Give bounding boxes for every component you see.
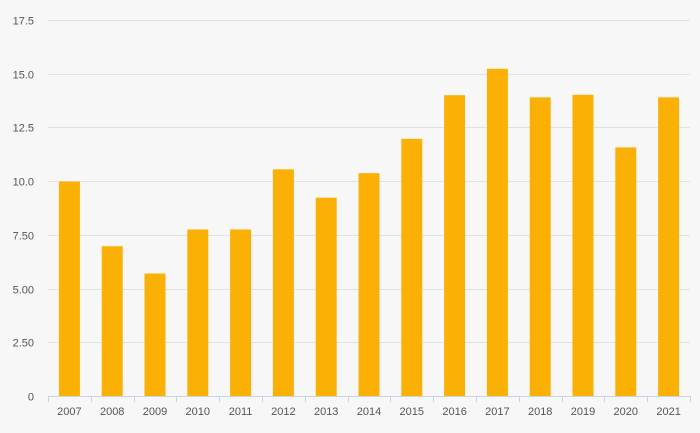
y-tick-label: 17.5	[13, 16, 34, 28]
y-tick-label: 0	[28, 392, 34, 404]
x-tick-label: 2012	[271, 406, 295, 418]
x-tick-label: 2017	[485, 406, 509, 418]
y-axis-tick-labels: 0 2.50 5.00 7.50 10.0 12.5 15.0 17.5	[13, 16, 34, 404]
y-tick-label: 15.0	[13, 70, 34, 82]
x-tick-label: 2009	[143, 406, 167, 418]
x-tick-label: 2016	[442, 406, 466, 418]
bar[interactable]	[358, 173, 380, 396]
y-tick-label: 5.00	[13, 285, 34, 297]
x-axis	[48, 396, 691, 402]
y-tick-label: 2.50	[13, 338, 34, 350]
y-tick-label: 10.0	[13, 177, 34, 189]
x-axis-tick-labels: 2007 2008 2009 2010 2011 2012 2013 2014 2015 2016…	[57, 406, 681, 418]
x-tick-label: 2011	[229, 406, 253, 418]
y-tick-label: 7.50	[13, 231, 34, 243]
x-tick-label: 2019	[571, 406, 595, 418]
bar[interactable]	[486, 68, 508, 397]
bar[interactable]	[315, 197, 337, 396]
bar[interactable]	[572, 94, 594, 397]
bar[interactable]	[101, 246, 123, 396]
x-tick-label: 2014	[357, 406, 381, 418]
bar[interactable]	[401, 138, 423, 396]
x-tick-label: 2007	[57, 406, 81, 418]
x-tick-label: 2010	[186, 406, 210, 418]
bar[interactable]	[615, 147, 637, 396]
bars	[58, 68, 680, 397]
bar[interactable]	[272, 169, 294, 396]
bar[interactable]	[529, 97, 551, 396]
x-tick-label: 2021	[656, 406, 680, 418]
bar[interactable]	[187, 229, 209, 396]
bar[interactable]	[230, 229, 252, 396]
x-tick-label: 2020	[614, 406, 638, 418]
bar[interactable]	[444, 95, 466, 396]
bar[interactable]	[144, 273, 166, 396]
x-tick-label: 2018	[528, 406, 552, 418]
y-tick-label: 12.5	[13, 123, 34, 135]
x-tick-label: 2015	[400, 406, 424, 418]
bar[interactable]	[658, 97, 680, 396]
bar[interactable]	[58, 181, 80, 396]
x-tick-label: 2013	[314, 406, 338, 418]
x-tick-label: 2008	[100, 406, 124, 418]
